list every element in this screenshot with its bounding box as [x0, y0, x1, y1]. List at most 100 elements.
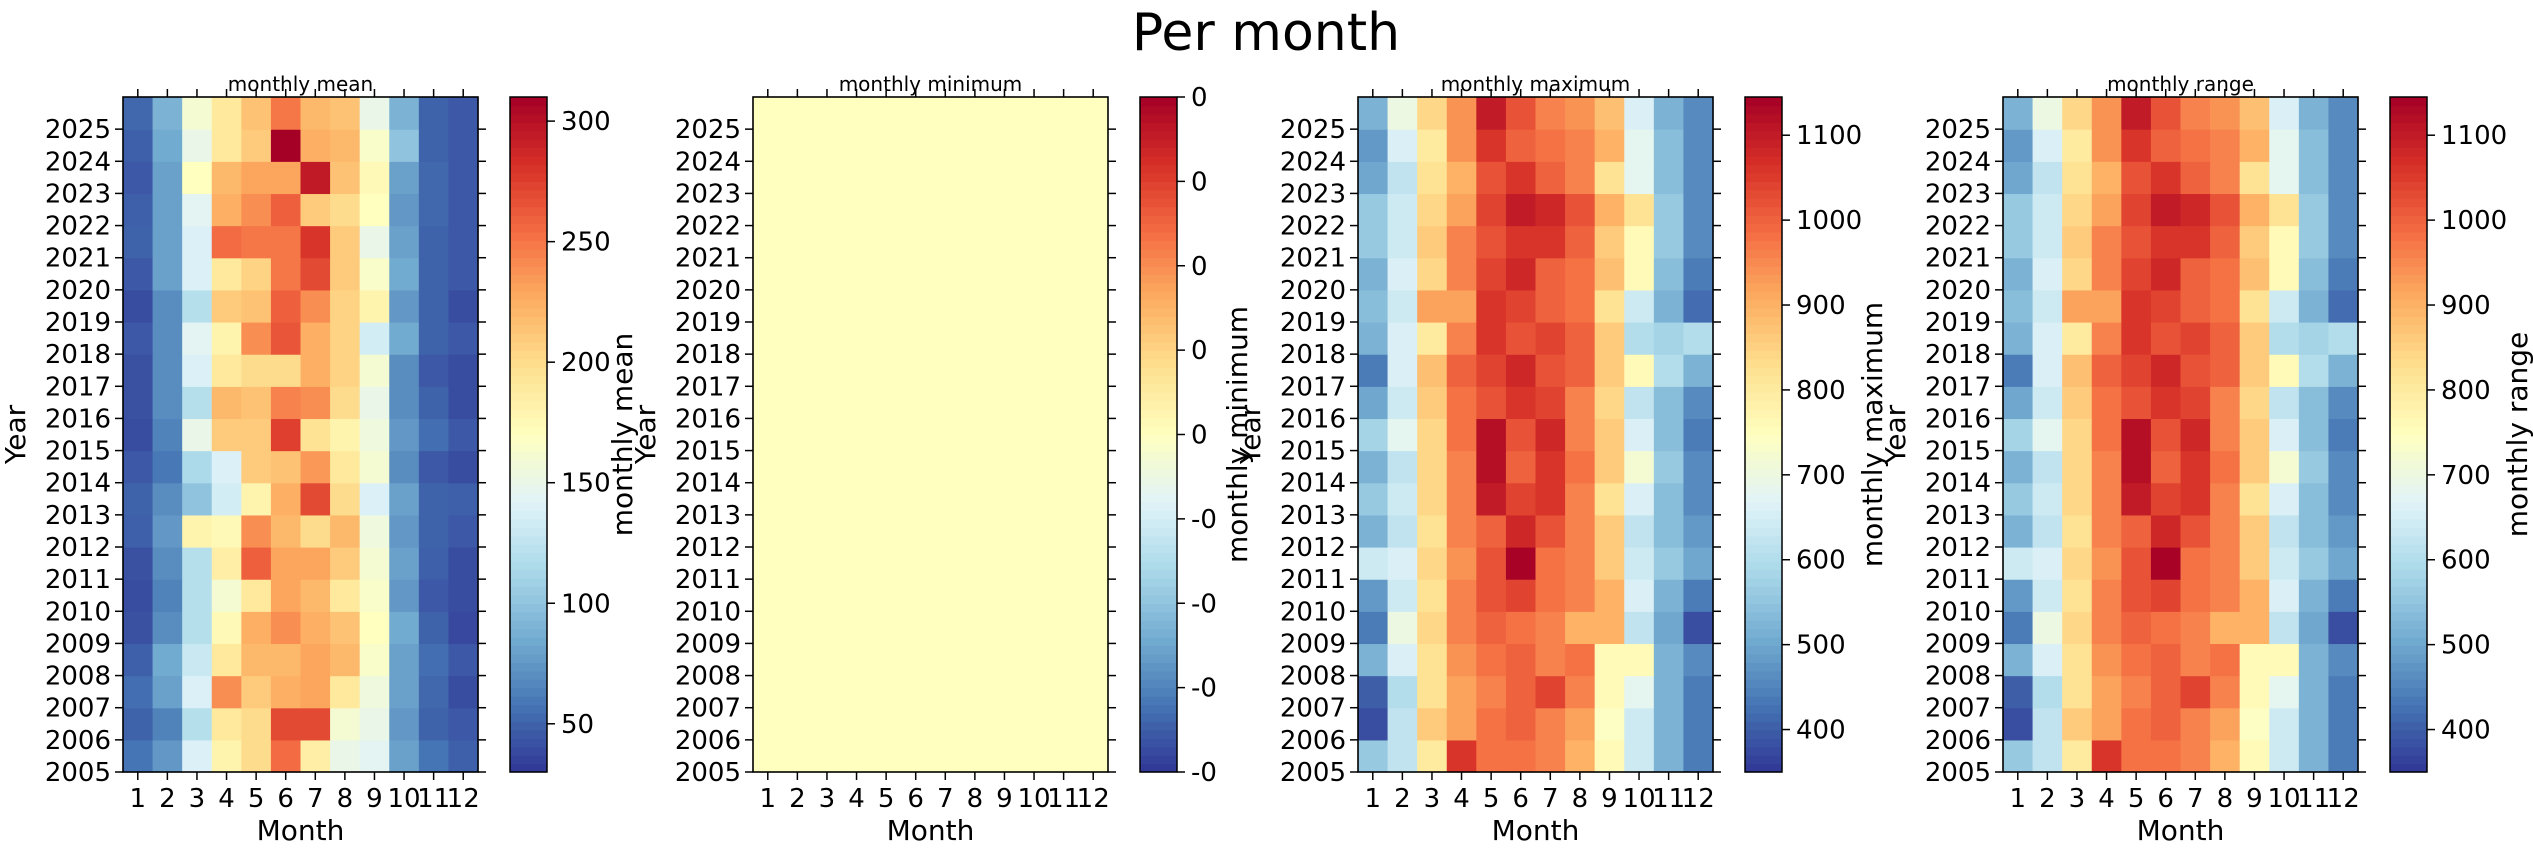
heatmap-cell [1019, 450, 1050, 484]
heatmap-cell [1683, 514, 1714, 548]
heatmap-cell [871, 514, 902, 548]
heatmap-cell [1505, 225, 1537, 259]
colorbar-tick-label: 700 [2441, 461, 2491, 491]
heatmap-cell [330, 97, 361, 130]
colorbar-segment [2390, 291, 2427, 301]
heatmap-cell [1387, 739, 1418, 773]
heatmap-cell [1505, 611, 1537, 645]
colorbar-segment [510, 662, 547, 672]
heatmap-cell [2328, 611, 2359, 645]
y-tick-label: 2013 [675, 501, 741, 531]
colorbar-segment [510, 468, 547, 478]
heatmap-cell [2150, 482, 2182, 516]
x-tick-label: 3 [189, 784, 206, 814]
heatmap-cell [211, 707, 242, 741]
heatmap-cell [2239, 354, 2270, 387]
heatmap-cell [812, 161, 843, 195]
colorbar-segment [1140, 729, 1177, 739]
colorbar-segment [1745, 476, 1782, 486]
heatmap-cell [359, 514, 390, 548]
heatmap-cell [2298, 97, 2330, 130]
colorbar-segment [510, 577, 547, 587]
colorbar-segment [2390, 729, 2427, 739]
colorbar-segment [510, 729, 547, 739]
colorbar-segment [1140, 417, 1177, 427]
heatmap-cell [2210, 97, 2241, 130]
colorbar-segment [1140, 653, 1177, 663]
heatmap-cell [1446, 322, 1477, 355]
y-tick-label: 2020 [1280, 276, 1346, 306]
heatmap-cell [1565, 547, 1596, 580]
heatmap-cell [1683, 482, 1714, 516]
heatmap-cell [960, 675, 991, 709]
heatmap-cell [1565, 225, 1596, 259]
heatmap-cell [359, 97, 390, 130]
heatmap-cell [389, 386, 420, 420]
colorbar-segment [510, 704, 547, 714]
colorbar-segment [1745, 755, 1782, 765]
heatmap-cell [1535, 643, 1566, 677]
heatmap-cell [270, 354, 302, 387]
colorbar-segment [1140, 645, 1177, 655]
colorbar-segment [1745, 105, 1782, 115]
heatmap-cell [2032, 675, 2063, 709]
heatmap-cell [448, 707, 479, 741]
y-tick-label: 2025 [1280, 115, 1346, 145]
colorbar-segment [510, 426, 547, 436]
heatmap-cell [2269, 579, 2300, 612]
heatmap-cell [930, 418, 961, 452]
heatmap-cell [2180, 643, 2211, 677]
colorbar-segment [1745, 156, 1782, 166]
colorbar-segment [510, 502, 547, 512]
heatmap-cell [1594, 514, 1625, 548]
heatmap-cell [1048, 386, 1080, 420]
heatmap-cell [2269, 643, 2300, 677]
heatmap-cell [2239, 707, 2270, 741]
heatmap-cell [960, 386, 991, 420]
heatmap-cell [960, 97, 991, 130]
heatmap-cell [300, 289, 331, 323]
colorbar-segment [1140, 181, 1177, 191]
colorbar-segment [2390, 670, 2427, 680]
heatmap-cell [2121, 257, 2152, 291]
colorbar-segment [1745, 704, 1782, 714]
heatmap-cell [241, 322, 272, 355]
heatmap-cell [182, 675, 213, 709]
colorbar-segment [2390, 611, 2427, 621]
heatmap-cell [152, 418, 183, 452]
heatmap-cell [1417, 514, 1448, 548]
heatmap-cell [841, 386, 872, 420]
heatmap-cell [211, 289, 242, 323]
heatmap-cell [1594, 643, 1625, 677]
heatmap-cell [330, 547, 361, 580]
heatmap-cell [753, 675, 784, 709]
heatmap-cell [1417, 386, 1448, 420]
heatmap-cell [2239, 322, 2270, 355]
heatmap-cell [2328, 707, 2359, 741]
colorbar-segment [1745, 763, 1782, 773]
colorbar-tick-label: -0 [1191, 505, 1217, 535]
colorbar-segment [510, 122, 547, 132]
y-tick-label: 2022 [45, 212, 111, 242]
heatmap-cell [241, 257, 272, 291]
colorbar-segment [1140, 113, 1177, 123]
heatmap-cell [989, 289, 1020, 323]
heatmap-cell [1387, 450, 1418, 484]
heatmap-cell [2210, 739, 2241, 773]
heatmap-cell [2121, 193, 2152, 227]
heatmap-cell [2032, 322, 2063, 355]
heatmap-cell [1446, 193, 1477, 227]
heatmap-cell [448, 322, 479, 355]
colorbar-segment [2390, 350, 2427, 360]
x-axis-label: Month [257, 814, 345, 847]
y-tick-label: 2016 [675, 404, 741, 434]
colorbar-segment [1745, 594, 1782, 604]
heatmap-cell [211, 418, 242, 452]
colorbar-segment [2390, 442, 2427, 452]
heatmap-cell [1387, 161, 1418, 195]
heatmap-cell [1565, 611, 1596, 645]
heatmap-cell [1417, 97, 1448, 130]
colorbar-segment [2390, 704, 2427, 714]
heatmap-cell [152, 97, 183, 130]
heatmap-cell [1624, 257, 1655, 291]
